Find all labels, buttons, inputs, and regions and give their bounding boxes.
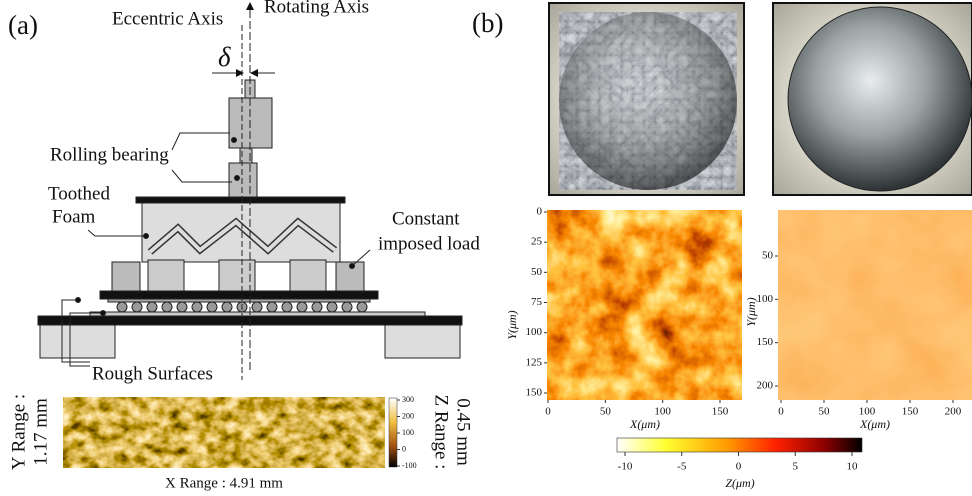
colorbar-ticks: 300 200 100 0 -100 [397,395,417,470]
schematic [37,2,463,380]
axis-label: X(μm) [629,417,660,431]
tick-label: 100 [526,326,543,338]
tick-label: 50 [531,266,543,278]
axis-label: Y(μm) [505,310,519,339]
axis-label: Rotating Axis [264,0,369,17]
tick-label: 100 [402,428,414,437]
tick-label: 0 [402,444,406,453]
colorbar [616,437,863,453]
tick-label: 0 [778,406,784,418]
tick-label: 0 [736,461,742,473]
label: Constant [392,208,460,229]
tick-label: 100 [859,406,876,418]
label: 1.17 mm [30,398,51,466]
axis-label: X(μm) [859,417,890,431]
label: Foam [52,206,96,227]
label: Rolling bearing [50,144,169,165]
tick-label: 50 [819,406,831,418]
tick-label: 150 [757,336,774,348]
tick-label: 150 [902,406,919,418]
tick-label: 100 [757,293,774,305]
label: Z Range : [431,395,452,470]
tick-label: 75 [531,296,543,308]
tick-label: 200 [757,380,774,392]
panel-label: (b) [472,8,503,38]
tick-label: 100 [654,406,671,418]
axis-label: Eccentric Axis [112,8,223,29]
axis-label: Y(μm) [744,297,758,326]
label: Rough Surfaces [92,363,213,384]
label: Toothed [48,183,110,204]
tick-label: 200 [402,411,414,420]
photo-smooth [772,2,972,196]
tick-label: 125 [526,356,543,368]
panel-label: (a) [8,10,38,40]
tick-label: 200 [945,406,962,418]
heatmap [546,209,743,401]
tick-label: -100 [402,461,417,470]
tick-label: 50 [762,250,774,262]
tick-label: 0 [537,206,543,218]
tick-label: -10 [618,461,633,473]
label: Y Range : [8,394,29,470]
label: 0.45 mm [453,398,474,466]
colorbar-label: Z(μm) [725,476,754,490]
tick-label: 25 [531,236,543,248]
offset-symbol: δ [218,42,231,72]
tick-label: 5 [793,461,799,473]
tick-label: 150 [712,406,729,418]
tick-label: 0 [545,406,551,418]
label: X Range : 4.91 mm [165,475,283,491]
surface-map [63,397,385,468]
photo-rough [548,2,745,196]
tick-label: 300 [402,395,414,404]
heatmap [777,209,972,401]
tick-label: -5 [677,461,687,473]
tick-label: 50 [600,406,612,418]
tick-label: 150 [526,387,543,399]
tick-label: 10 [847,461,859,473]
colorbar [388,397,398,468]
label: imposed load [378,233,480,254]
